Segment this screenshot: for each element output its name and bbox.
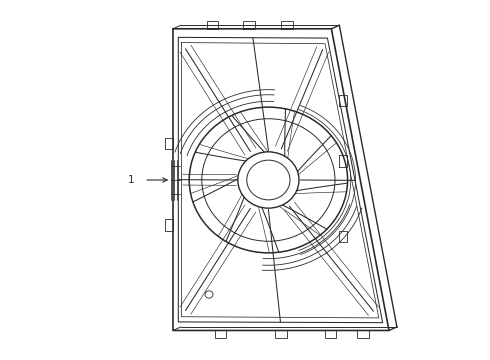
- Text: 1: 1: [128, 175, 135, 185]
